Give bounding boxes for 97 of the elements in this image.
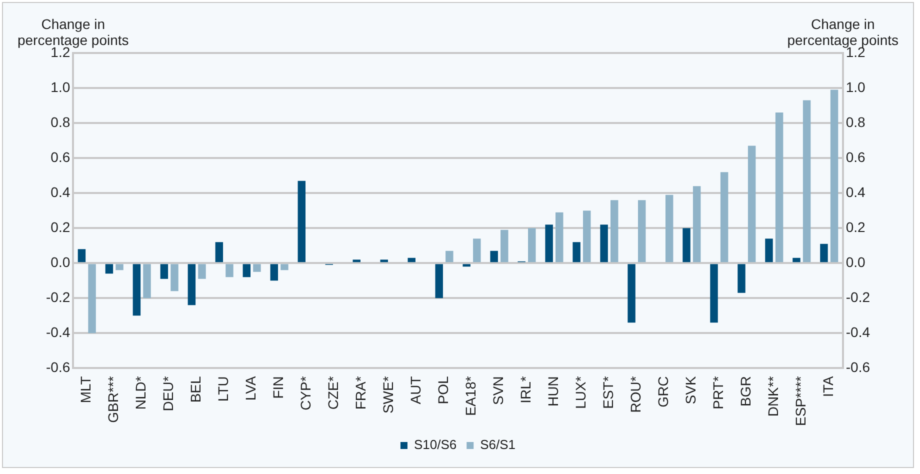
bar xyxy=(638,200,646,262)
bar xyxy=(215,242,224,262)
y2-tick-label: 0.0 xyxy=(846,254,866,270)
bar xyxy=(692,186,701,262)
bar xyxy=(280,264,288,270)
y-tick-label: 0.2 xyxy=(50,218,70,235)
bar xyxy=(830,90,838,262)
bar xyxy=(500,230,508,262)
x-tick-label: IRL* xyxy=(518,376,534,404)
y-tick-label: -0.2 xyxy=(46,289,70,306)
bar xyxy=(88,264,96,334)
x-tick-label: SWE* xyxy=(380,376,396,414)
x-tick-label: ESP**** xyxy=(792,376,808,426)
y2-tick-label: 0.8 xyxy=(846,114,866,130)
x-tick-label: LVA xyxy=(242,376,259,401)
legend-label: S6/S1 xyxy=(480,437,516,452)
y-tick-label: 0.0 xyxy=(50,254,70,270)
y2-tick-label: 0.2 xyxy=(846,218,866,235)
x-tick-label: BGR xyxy=(738,376,754,407)
bar xyxy=(748,146,756,262)
bar xyxy=(242,264,251,278)
bar xyxy=(820,244,828,262)
y-axis-title: Change in percentage points xyxy=(17,16,129,48)
bar xyxy=(490,250,498,262)
bar xyxy=(253,264,261,272)
x-tick-label: EST* xyxy=(600,376,616,409)
bar xyxy=(226,264,234,278)
bar xyxy=(198,264,206,279)
y-tick-label: 0.4 xyxy=(50,184,70,200)
x-tick-label: SVK xyxy=(682,376,699,404)
bar xyxy=(270,264,278,281)
bar xyxy=(78,249,86,262)
x-tick-label: FRA* xyxy=(352,376,369,410)
y-tick-label: 0.8 xyxy=(50,114,70,130)
bar xyxy=(446,250,454,262)
y2-tick-label: -0.4 xyxy=(846,324,870,340)
bar xyxy=(628,264,636,323)
x-tick-label: HUN xyxy=(545,376,562,407)
x-tick-label: BEL xyxy=(188,376,204,403)
x-tick-label: ITA xyxy=(820,376,836,397)
bar xyxy=(408,258,416,262)
bar xyxy=(710,264,718,323)
bar xyxy=(545,224,553,262)
x-tick-label: PRT* xyxy=(710,376,726,410)
bar xyxy=(792,258,800,262)
x-tick-label: MLT xyxy=(78,376,94,404)
x-tick-label: ROU* xyxy=(628,376,644,413)
y2-tick-label: 0.4 xyxy=(846,184,866,200)
bar xyxy=(170,264,178,292)
x-tick-label: EA18* xyxy=(462,376,479,416)
y-tick-label: -0.6 xyxy=(46,359,70,376)
x-tick-label: CZE* xyxy=(325,376,342,410)
bar xyxy=(160,264,168,279)
bar xyxy=(105,264,114,274)
bar xyxy=(583,210,591,262)
x-tick-label: LTU xyxy=(215,376,232,402)
bar xyxy=(380,260,388,262)
y-tick-label: 1.0 xyxy=(50,78,70,95)
x-tick-label: SVN xyxy=(490,376,506,405)
x-tick-label: DEU* xyxy=(160,376,176,412)
x-tick-label: GBR*** xyxy=(105,376,122,423)
bar xyxy=(435,264,443,298)
bar xyxy=(352,260,360,262)
x-tick-label: CYP* xyxy=(298,376,314,410)
bar xyxy=(738,264,746,293)
x-tick-label: POL xyxy=(435,376,452,404)
x-tick-label: NLD* xyxy=(132,376,149,410)
x-tick-label: LUX* xyxy=(572,376,589,409)
bar xyxy=(462,264,470,267)
bar xyxy=(610,200,618,262)
y-tick-label: -0.4 xyxy=(46,324,70,340)
bar xyxy=(528,228,536,262)
bar xyxy=(132,264,141,316)
bar xyxy=(556,212,564,262)
bar xyxy=(720,172,728,262)
bar xyxy=(298,180,306,262)
bar xyxy=(572,242,580,262)
y2-tick-label: -0.2 xyxy=(846,289,870,306)
bar xyxy=(665,194,674,262)
bar xyxy=(802,100,811,262)
bar xyxy=(116,264,124,270)
x-tick-label: GRC xyxy=(655,376,672,408)
y2-tick-label: -0.6 xyxy=(846,359,870,376)
bar xyxy=(143,264,151,298)
bar xyxy=(765,238,773,262)
bar xyxy=(600,224,608,262)
bar xyxy=(188,264,196,306)
bar xyxy=(775,112,784,262)
x-tick-label: FIN xyxy=(270,376,286,399)
legend-label: S10/S6 xyxy=(414,437,457,452)
y2-tick-label: 0.6 xyxy=(846,148,866,165)
y-tick-label: 0.6 xyxy=(50,148,70,165)
y2-tick-label: 1.0 xyxy=(846,78,866,95)
x-tick-label: AUT xyxy=(408,376,424,404)
x-tick-label: DNK** xyxy=(765,376,782,417)
bar xyxy=(473,238,481,262)
bar xyxy=(682,228,690,262)
